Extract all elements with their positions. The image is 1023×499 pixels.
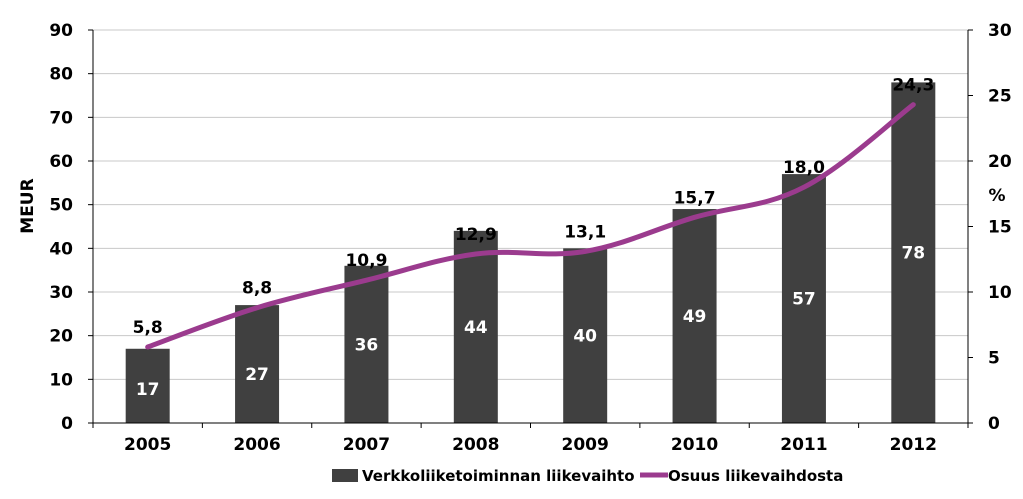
left-tick-label: 70 — [49, 108, 73, 128]
line-value-label: 8,8 — [242, 279, 272, 299]
right-tick-label: 10 — [988, 283, 1012, 303]
bar — [563, 248, 608, 423]
category-label: 2005 — [124, 435, 171, 455]
bar-value-label: 36 — [355, 335, 379, 355]
left-tick-label: 20 — [49, 327, 73, 347]
left-axis-title: MEUR — [18, 178, 38, 233]
bar — [125, 348, 170, 423]
bar — [891, 82, 936, 424]
bar — [235, 305, 280, 423]
line-value-label: 5,8 — [133, 318, 163, 338]
left-tick-label: 10 — [49, 370, 73, 390]
line-value-labels: 5,8 8,8 10,9 12,9 13,1 15,7 18,0 24,3 — [133, 76, 935, 338]
right-tick-label: 15 — [988, 218, 1012, 238]
line-value-label: 13,1 — [564, 222, 606, 242]
left-tick-label: 80 — [49, 65, 73, 85]
left-tick-label: 60 — [49, 152, 73, 172]
right-tick-label: 30 — [988, 21, 1012, 41]
bar-value-label: 49 — [683, 307, 707, 327]
bar — [344, 265, 389, 423]
bar-value-label: 27 — [245, 365, 269, 385]
bar-value-label: 78 — [901, 244, 925, 264]
series-line — [145, 102, 916, 350]
category-label: 2007 — [343, 435, 390, 455]
right-tick-label: 20 — [988, 152, 1012, 172]
category-label: 2009 — [562, 435, 609, 455]
bar-value-label: 57 — [792, 290, 816, 310]
bar — [781, 174, 826, 423]
right-tick-labels: 0 5 10 15 20 25 30 — [968, 21, 1012, 434]
axes — [92, 30, 969, 424]
category-label: 2011 — [780, 435, 827, 455]
line-value-label: 12,9 — [455, 225, 497, 245]
right-tick-label: 0 — [988, 414, 1000, 434]
left-tick-labels: 0 10 20 30 40 50 60 70 80 90 — [49, 21, 93, 434]
bar-value-label: 40 — [573, 327, 597, 347]
line-value-label: 18,0 — [783, 158, 825, 178]
legend-label-line: Osuus liikevaihdosta — [668, 467, 843, 485]
left-tick-label: 50 — [49, 196, 73, 216]
line-series — [145, 102, 916, 350]
left-tick-label: 0 — [61, 414, 73, 434]
legend-swatch-bars — [332, 469, 358, 482]
category-label: 2010 — [671, 435, 718, 455]
line-value-label: 24,3 — [892, 76, 934, 96]
bar — [453, 230, 498, 423]
category-label: 2008 — [452, 435, 499, 455]
right-tick-label: 5 — [988, 349, 1000, 369]
gridlines — [93, 29, 968, 380]
legend: Verkkoliiketoiminnan liikevaihto Osuus l… — [332, 467, 843, 485]
bar-value-label: 17 — [136, 380, 160, 400]
bars — [125, 82, 936, 424]
bar — [672, 209, 717, 423]
bar-value-label: 44 — [464, 318, 488, 338]
left-tick-label: 30 — [49, 283, 73, 303]
right-tick-label: 25 — [988, 87, 1012, 107]
bar-value-labels: 17 27 36 44 40 49 57 78 — [136, 244, 925, 400]
line-value-label: 15,7 — [674, 188, 716, 208]
right-axis-title: % — [988, 186, 1005, 206]
line-value-label: 10,9 — [345, 251, 387, 271]
left-tick-label: 90 — [49, 21, 73, 41]
left-tick-label: 40 — [49, 239, 73, 259]
legend-label-bars: Verkkoliiketoiminnan liikevaihto — [362, 467, 635, 485]
category-label: 2012 — [890, 435, 937, 455]
category-label: 2006 — [233, 435, 280, 455]
category-labels: 2005 2006 2007 2008 2009 2010 2011 2012 — [92, 423, 969, 455]
